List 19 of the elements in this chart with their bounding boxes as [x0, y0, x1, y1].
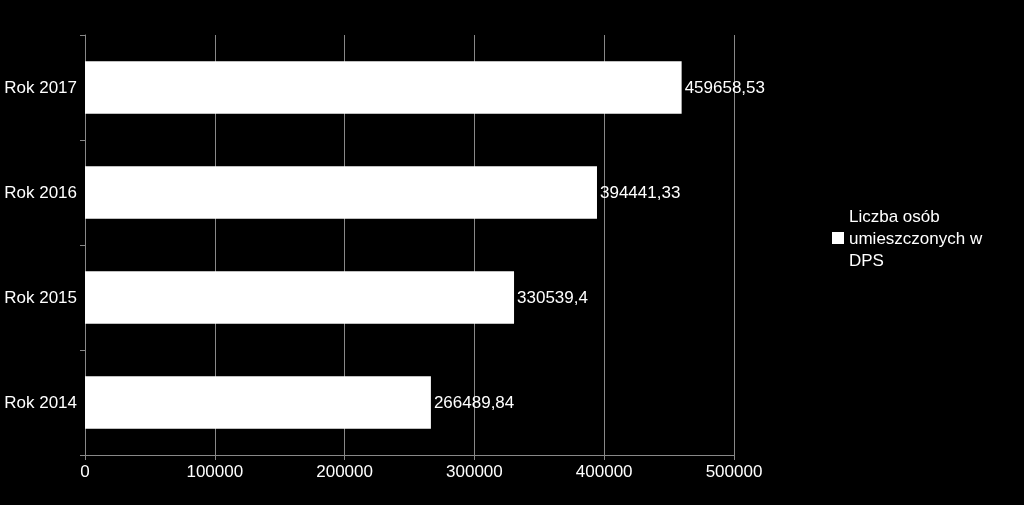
x-tick-label: 100000: [186, 462, 244, 481]
bar: [85, 61, 682, 114]
x-tick-label: 300000: [446, 462, 503, 481]
bar: [85, 166, 597, 219]
data-label: 459658,53: [684, 78, 766, 97]
y-tick-label: Rok 2017: [4, 78, 77, 97]
data-label: 394441,33: [599, 183, 681, 202]
bar: [85, 271, 515, 324]
y-tick-label: Rok 2015: [4, 288, 77, 307]
y-tick-label: Rok 2014: [4, 393, 77, 412]
x-tick-label: 0: [80, 462, 90, 481]
bar: [85, 376, 431, 429]
x-tick-label: 500000: [705, 462, 763, 481]
legend-label: Liczba osób umieszczonych w DPS: [849, 206, 987, 270]
x-tick-label: 200000: [316, 462, 373, 481]
y-tick-label: Rok 2016: [4, 183, 77, 202]
data-label: 266489,84: [433, 393, 515, 412]
x-tick-label: 400000: [575, 462, 633, 481]
data-label: 330539,4: [517, 288, 588, 307]
